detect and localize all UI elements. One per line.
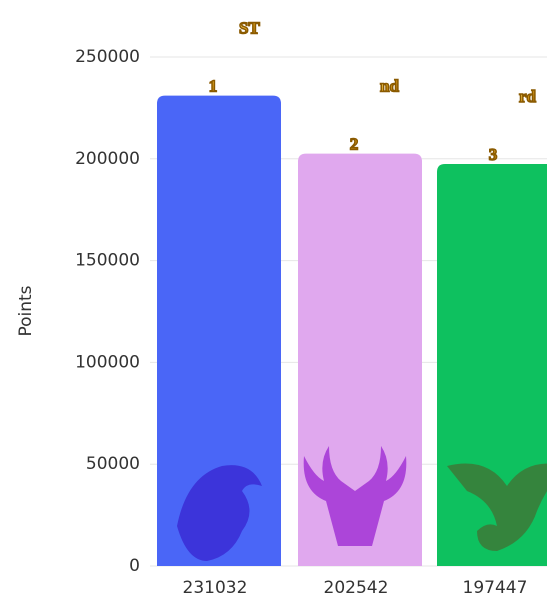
y-tick-label: 50000 xyxy=(86,454,140,474)
y-tick-label: 100000 xyxy=(75,352,140,372)
x-tick-label: 197447 xyxy=(463,578,528,598)
y-tick-label: 200000 xyxy=(75,149,140,169)
x-tick-label: 202542 xyxy=(324,578,389,598)
y-axis-label: Points xyxy=(16,285,36,336)
y-tick-label: 0 xyxy=(129,556,140,576)
y-tick-label: 150000 xyxy=(75,251,140,271)
rank-suffix: ST xyxy=(239,19,260,38)
rank-suffix: rd xyxy=(519,87,537,106)
rank-number: 1 xyxy=(209,77,218,96)
x-tick-label: 231032 xyxy=(183,578,248,598)
chart: Points 050000100000150000200000250000231… xyxy=(0,0,547,599)
y-tick-label: 250000 xyxy=(75,47,140,67)
rank-suffix: nd xyxy=(380,77,399,96)
rank-number: 3 xyxy=(489,145,498,164)
bars xyxy=(157,96,547,566)
rank-number: 2 xyxy=(350,135,359,154)
